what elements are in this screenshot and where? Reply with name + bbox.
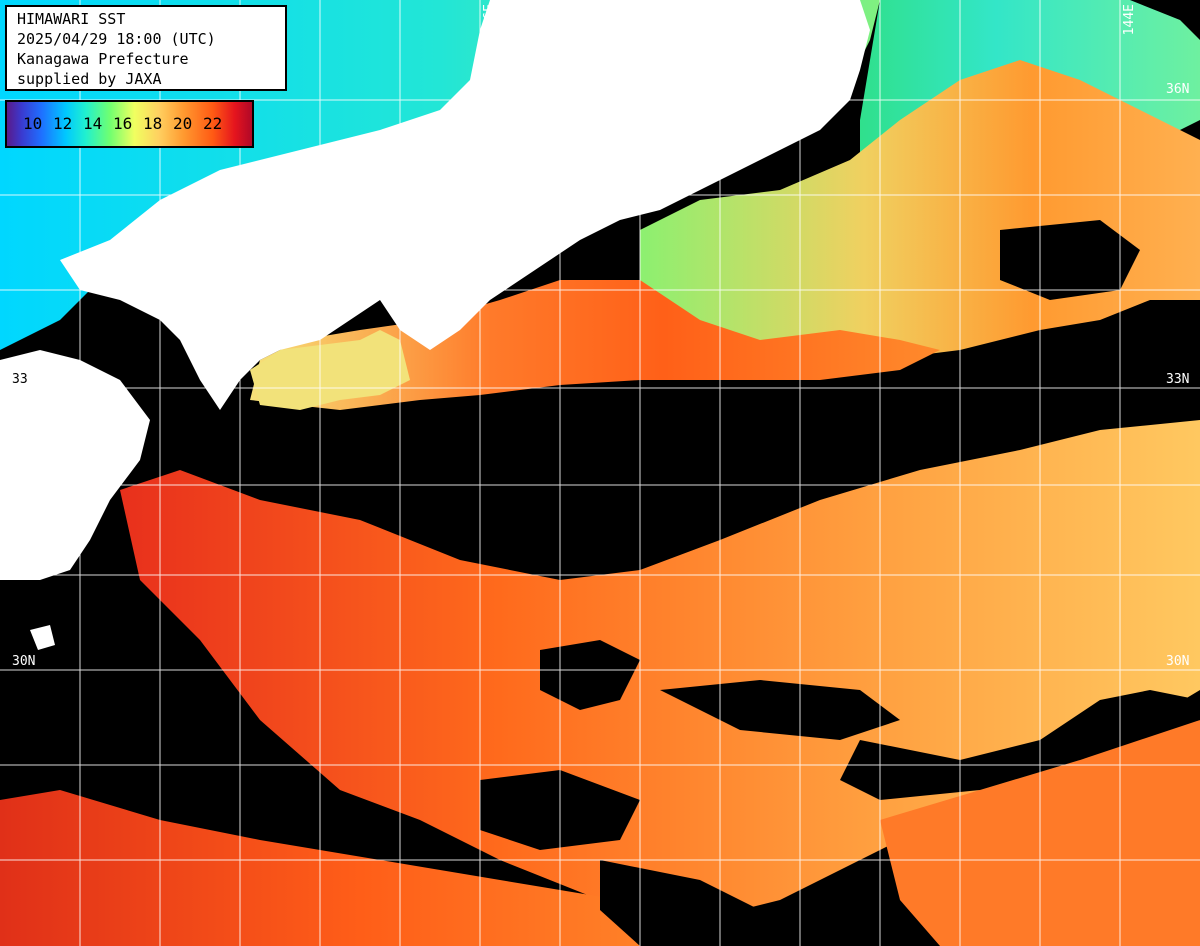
southern-sea-lower <box>0 790 720 946</box>
coastal-sea-east <box>640 60 1200 380</box>
land-islet <box>30 625 55 650</box>
map-region: Kanagawa Prefecture <box>17 50 189 68</box>
cloud-patch <box>840 690 1200 800</box>
legend-label: 14 <box>83 114 103 133</box>
lon-label-144e: 144E <box>1122 4 1137 36</box>
lat-label-30n: 30N <box>1166 654 1190 669</box>
lat-label-33n: 33N <box>1166 372 1190 387</box>
legend-label: 16 <box>113 114 133 133</box>
legend-label: 12 <box>53 114 73 133</box>
lon-label-136e: 136E <box>482 4 497 36</box>
legend-label: 18 <box>143 114 163 133</box>
land-shikoku <box>250 330 410 410</box>
cloud-patch <box>0 590 220 790</box>
map-datetime: 2025/04/29 18:00 (UTC) <box>17 30 216 48</box>
legend-label: 22 <box>203 114 223 133</box>
lat-label-left-33: 33 <box>12 372 28 387</box>
legend-label: 20 <box>173 114 193 133</box>
legend-label: 10 <box>23 114 43 133</box>
land-honshu <box>60 0 870 410</box>
land-top-sliver <box>570 0 610 18</box>
lat-label-left-30n: 30N <box>12 654 36 669</box>
temperature-legend: 10 12 14 16 18 20 22 <box>5 100 254 148</box>
legend-labels: 10 12 14 16 18 20 22 <box>23 114 233 133</box>
map-credit: supplied by JAXA <box>17 70 162 88</box>
info-box: HIMAWARI SST 2025/04/29 18:00 (UTC) Kana… <box>5 5 287 91</box>
cloud-patch <box>540 640 640 710</box>
map-title: HIMAWARI SST <box>17 10 126 28</box>
land-kyushu <box>0 350 150 580</box>
lat-label-36n: 36N <box>1166 82 1190 97</box>
cloud-patch <box>1000 220 1140 300</box>
coastal-sea-south <box>250 280 940 410</box>
